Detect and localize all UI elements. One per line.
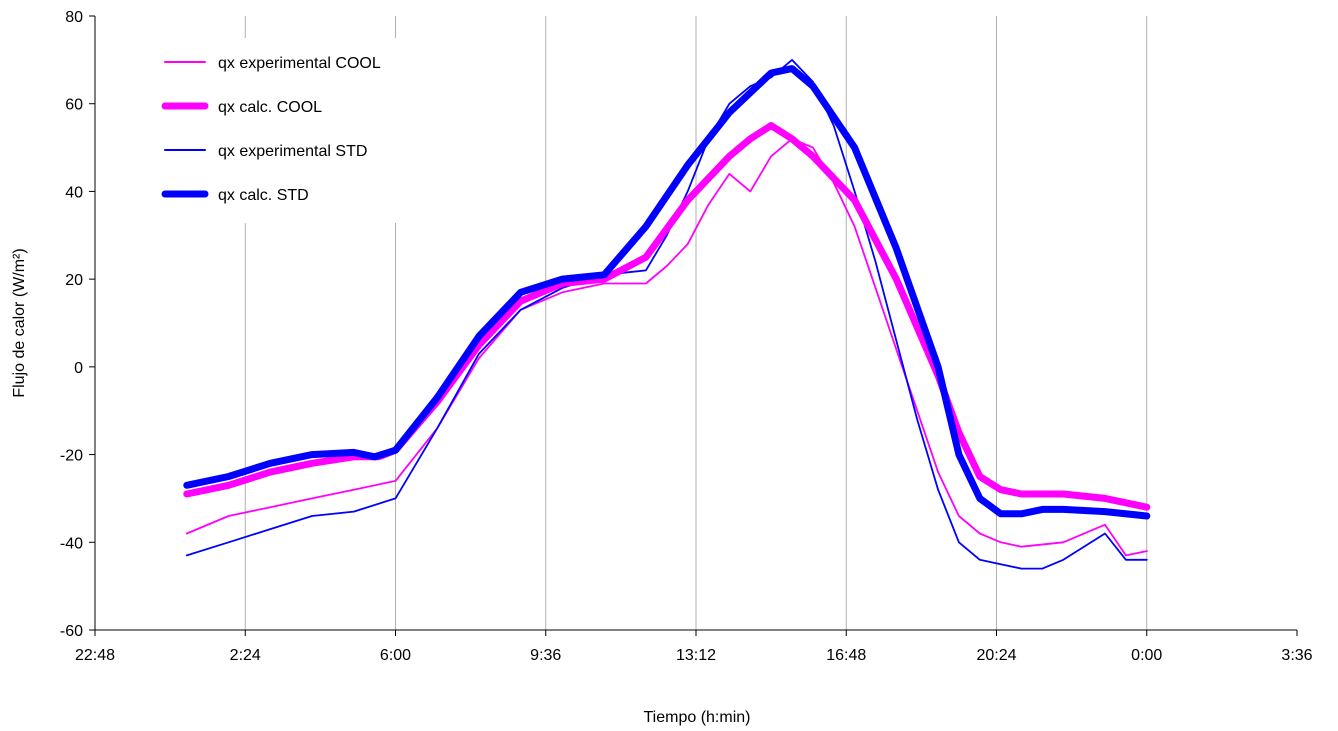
y-tick-label-4: 20 xyxy=(65,272,83,289)
axes: -60 -40 -20 0 20 40 60 80 22:48 2:24 6:00 9:36 13:12… xyxy=(60,9,1313,664)
series-line-3 xyxy=(183,65,1151,520)
y-tick-label-7: 80 xyxy=(65,9,83,26)
y-tick-label-1: -40 xyxy=(60,535,83,552)
legend-label-0: qx experimental COOL xyxy=(218,55,381,72)
series-line-0 xyxy=(185,137,1148,557)
legend-label-3: qx calc. STD xyxy=(218,187,309,204)
x-tick-label-6: 20:24 xyxy=(976,647,1016,664)
x-axis-title: Tiempo (h:min) xyxy=(644,709,751,726)
legend: qx experimental COOL qx calc. COOL qx expe… xyxy=(150,38,450,223)
y-axis-title: Flujo de calor (W/m²) xyxy=(11,248,28,397)
x-tick-label-8: 3:36 xyxy=(1281,647,1312,664)
y-tick-label-0: -60 xyxy=(60,623,83,640)
x-tick-label-2: 6:00 xyxy=(380,647,411,664)
legend-label-2: qx experimental STD xyxy=(218,143,367,160)
x-tick-label-5: 16:48 xyxy=(826,647,866,664)
y-tick-label-5: 40 xyxy=(65,184,83,201)
x-tick-label-4: 13:12 xyxy=(676,647,716,664)
x-tick-label-3: 9:36 xyxy=(530,647,561,664)
x-tick-label-0: 22:48 xyxy=(75,647,115,664)
series-layer xyxy=(183,59,1151,570)
y-tick-label-3: 0 xyxy=(74,360,83,377)
x-tick-label-1: 2:24 xyxy=(230,647,261,664)
x-tick-label-7: 0:00 xyxy=(1131,647,1162,664)
y-tick-label-6: 60 xyxy=(65,97,83,114)
y-tick-label-2: -20 xyxy=(60,448,83,465)
legend-label-1: qx calc. COOL xyxy=(218,99,322,116)
